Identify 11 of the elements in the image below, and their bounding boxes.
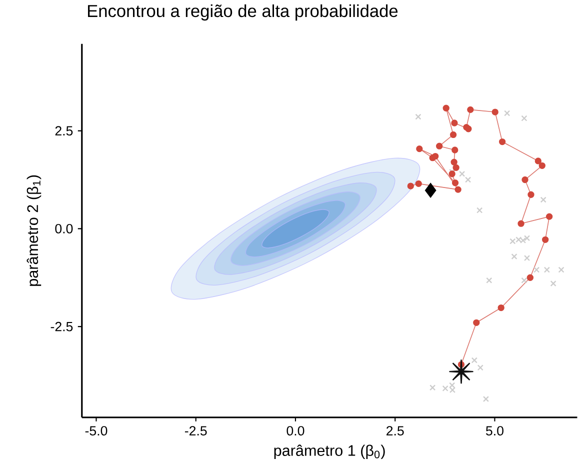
y-axis-title: parâmetro 2 (β$_{1}$) bbox=[26, 175, 42, 286]
x-tick-label: 0.0 bbox=[286, 426, 304, 436]
y-tick-label: -2.5 bbox=[50, 322, 73, 332]
y-tick-label: 2.5 bbox=[55, 126, 73, 136]
chart-title: Encontrou a região de alta probabilidade bbox=[88, 4, 398, 20]
x-tick-label: 5.0 bbox=[486, 426, 504, 436]
y-tick-label: 0.0 bbox=[55, 224, 73, 234]
x-axis-title: parâmetro 1 (β$_{0}$) bbox=[274, 444, 385, 459]
x-tick-label: -5.0 bbox=[85, 426, 108, 436]
x-tick-label: 2.5 bbox=[386, 426, 404, 436]
x-tick-label: -2.5 bbox=[184, 426, 207, 436]
